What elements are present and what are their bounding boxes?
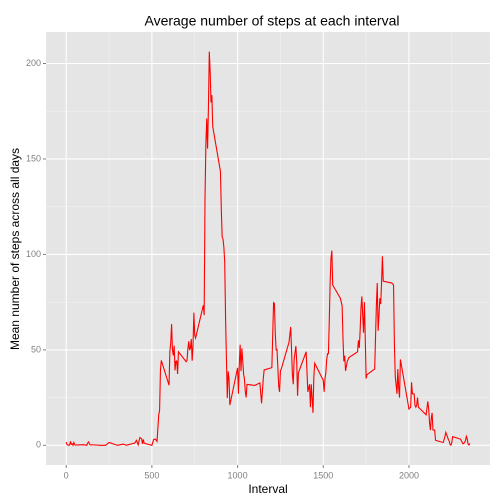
y-axis-label: Mean number of steps across all days (8, 148, 22, 350)
y-tick-label: 200 (26, 58, 41, 68)
x-tick-label: 2000 (399, 470, 419, 480)
y-tick-label: 150 (26, 153, 41, 163)
y-tick-label: 50 (31, 344, 41, 354)
y-tick-label: 0 (36, 440, 41, 450)
y-tick-label: 100 (26, 249, 41, 259)
x-tick-label: 1500 (313, 470, 333, 480)
x-axis-label: Interval (248, 482, 287, 496)
chart-title: Average number of steps at each interval (144, 13, 399, 29)
x-tick-label: 1000 (228, 470, 248, 480)
plot-panel (46, 32, 490, 465)
x-tick-label: 0 (64, 470, 69, 480)
x-tick-label: 500 (144, 470, 159, 480)
line-series (65, 51, 471, 447)
